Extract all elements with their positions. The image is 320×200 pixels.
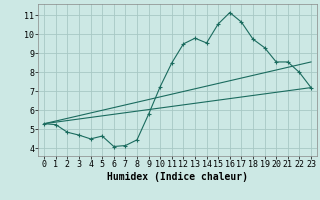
X-axis label: Humidex (Indice chaleur): Humidex (Indice chaleur): [107, 172, 248, 182]
